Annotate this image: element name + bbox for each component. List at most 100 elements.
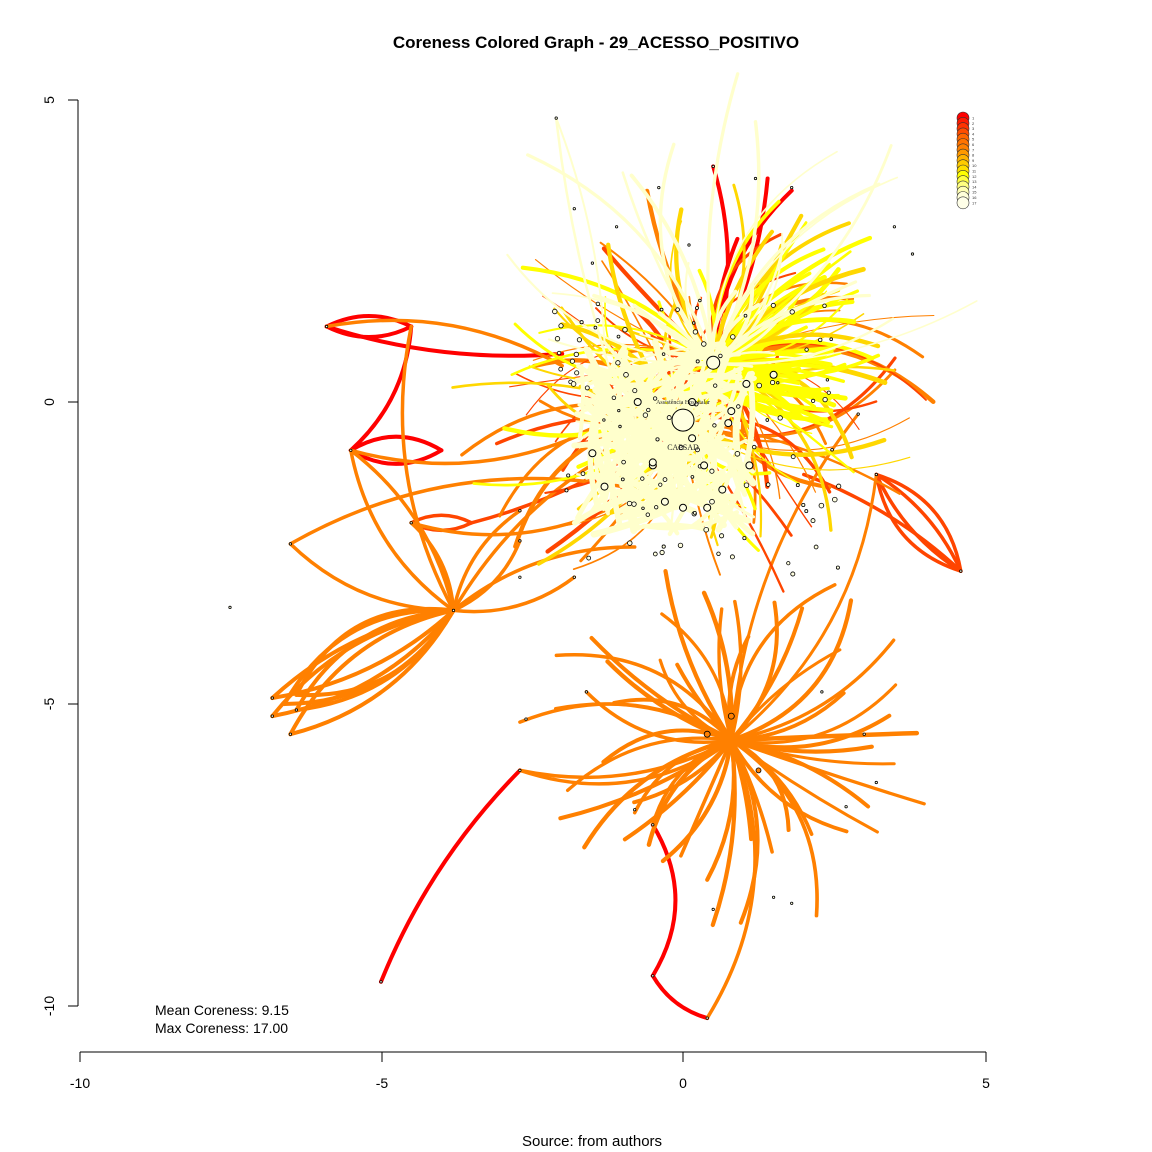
graph-edge: [324, 313, 414, 329]
graph-node: [712, 423, 717, 428]
graph-node: [451, 608, 456, 613]
graph-node: [576, 337, 582, 343]
graph-node: [655, 437, 660, 442]
graph-node: [611, 395, 617, 401]
graph-node: [662, 477, 668, 482]
graph-node: [574, 370, 580, 376]
graph-node: [590, 261, 595, 265]
graph-edge: [348, 434, 444, 453]
legend-label: 6: [972, 142, 975, 147]
chart-title: Coreness Colored Graph - 29_ACESSO_POSIT…: [393, 33, 799, 52]
graph-node: [718, 485, 727, 494]
graph-edge: [729, 683, 898, 745]
graph-node: [288, 732, 292, 736]
graph-node: [569, 358, 575, 364]
graph-node: [700, 461, 709, 470]
graph-edge: [554, 116, 612, 374]
x-tick-label: -5: [376, 1075, 389, 1091]
graph-edge: [874, 472, 963, 573]
graph-node: [627, 540, 633, 546]
graph-edge: [506, 253, 715, 364]
graph-node: [709, 468, 715, 474]
y-tick-label: 0: [41, 398, 57, 406]
graph-edge: [658, 142, 715, 365]
graph-node: [790, 571, 796, 577]
graph-node: [618, 424, 622, 429]
graph-node: [745, 461, 754, 470]
graph-node: [593, 325, 598, 330]
graph-edge: [588, 364, 677, 474]
graph-node: [586, 555, 592, 561]
graph-node: [711, 907, 715, 912]
legend-label: 3: [972, 126, 975, 131]
legend-label: 4: [972, 131, 975, 136]
y-axis: 5 0 -5 -10: [41, 96, 79, 1016]
legend-label: 11: [972, 169, 977, 174]
graph-node: [651, 823, 655, 827]
graph-edge: [712, 150, 838, 364]
graph-edge: [451, 508, 522, 613]
graph-node: [572, 575, 576, 579]
graph-node: [698, 298, 702, 303]
graph-node: [648, 458, 657, 467]
graph-node: [695, 306, 699, 310]
graph-edge: [294, 608, 456, 698]
graph-node: [718, 353, 723, 359]
graph-node: [558, 366, 564, 372]
graph-node: [910, 252, 915, 256]
graph-node: [742, 536, 747, 541]
graph-node: [518, 768, 522, 773]
graph-node: [892, 225, 897, 229]
graph-node: [659, 307, 664, 312]
graph-node: [817, 337, 823, 343]
graph-node: [616, 334, 621, 339]
legend-label: 5: [972, 137, 975, 142]
graph-node: [646, 407, 651, 413]
graph-edge: [294, 608, 456, 712]
graph-edge: [713, 386, 829, 422]
graph-node: [856, 412, 860, 416]
graph-edge: [639, 333, 715, 364]
graph-node: [719, 533, 725, 539]
graph-node: [844, 805, 848, 809]
graph-node: [623, 372, 629, 378]
graph-node: [736, 404, 741, 409]
x-tick-label: 0: [679, 1075, 687, 1091]
legend-label: 12: [972, 174, 977, 179]
graph-node: [695, 359, 700, 364]
graph-node: [820, 690, 824, 694]
graph-node: [743, 313, 748, 318]
graph-edge: [610, 453, 630, 487]
graph-edge: [711, 293, 871, 365]
graph-node: [666, 415, 672, 421]
graph-node: [566, 473, 571, 478]
graph-node: [349, 448, 353, 452]
graph-node: [874, 780, 878, 785]
graph-node: [742, 379, 751, 388]
graph-node: [959, 569, 963, 573]
graph-node: [294, 708, 298, 712]
graph-node: [713, 383, 718, 388]
graph-edge: [711, 235, 873, 365]
graph-node: [602, 418, 606, 422]
graph-node: [724, 419, 733, 428]
graph-edge: [729, 738, 849, 834]
graph-node: [661, 352, 666, 356]
graph-edge: [598, 408, 616, 432]
graph-edge: [349, 448, 456, 613]
graph-edge: [591, 395, 633, 419]
graph-edge: [324, 324, 565, 358]
graph-node: [687, 243, 691, 247]
graph-node: [584, 385, 590, 391]
x-tick-label: 5: [982, 1075, 990, 1091]
graph-node: [752, 444, 757, 450]
graph-node: [657, 186, 661, 190]
graph-node: [789, 309, 795, 315]
max-coreness-text: Max Coreness: 17.00: [155, 1020, 288, 1036]
graph-edge: [705, 738, 757, 1020]
legend-label: 10: [972, 163, 977, 168]
graph-node: [554, 116, 558, 120]
graph-node: [572, 207, 576, 211]
